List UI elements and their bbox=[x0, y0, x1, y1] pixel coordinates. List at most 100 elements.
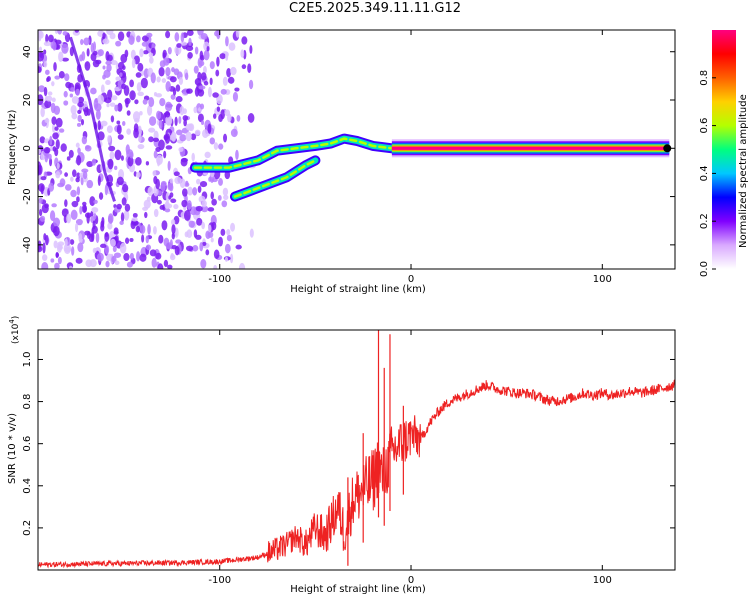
noise-blob bbox=[149, 249, 157, 257]
snr-x-axis-label: Height of straight line (km) bbox=[290, 584, 426, 595]
noise-blob bbox=[38, 183, 45, 192]
noise-blob bbox=[52, 226, 60, 237]
noise-blob bbox=[52, 132, 59, 140]
noise-blob bbox=[200, 103, 205, 110]
tone-band bbox=[391, 146, 670, 150]
noise-blob bbox=[165, 114, 173, 126]
noise-blob bbox=[213, 142, 219, 150]
noise-blob bbox=[140, 224, 146, 234]
noise-blob bbox=[55, 171, 61, 179]
noise-blob bbox=[199, 181, 208, 188]
noise-blob bbox=[90, 52, 97, 62]
heatmap-x-tick-label: 0 bbox=[408, 274, 414, 285]
noise-blob bbox=[76, 196, 80, 203]
noise-blob bbox=[110, 238, 116, 247]
noise-blob bbox=[164, 133, 171, 144]
noise-blob bbox=[131, 220, 139, 226]
noise-blob bbox=[202, 241, 207, 246]
noise-blob bbox=[144, 211, 148, 219]
noise-blob bbox=[126, 110, 131, 116]
noise-blob bbox=[74, 82, 81, 92]
noise-blob bbox=[192, 245, 199, 252]
noise-blob bbox=[91, 231, 95, 242]
noise-blob bbox=[38, 148, 42, 155]
noise-blob bbox=[195, 205, 203, 212]
noise-blob bbox=[185, 123, 193, 131]
noise-blob bbox=[196, 178, 201, 185]
noise-blob bbox=[175, 239, 182, 244]
noise-blob bbox=[89, 196, 96, 207]
heatmap-x-tick-label: 100 bbox=[593, 274, 612, 285]
noise-blob bbox=[85, 145, 90, 150]
noise-blob bbox=[51, 203, 57, 208]
noise-blob bbox=[173, 203, 179, 210]
noise-blob bbox=[42, 254, 48, 262]
noise-blob bbox=[221, 200, 228, 208]
noise-blob bbox=[129, 151, 134, 159]
noise-blob bbox=[169, 178, 174, 184]
noise-blob bbox=[51, 116, 57, 125]
noise-blob bbox=[238, 262, 246, 269]
noise-blob bbox=[145, 244, 152, 251]
noise-blob bbox=[136, 251, 141, 262]
noise-blob bbox=[47, 34, 54, 43]
noise-blob bbox=[158, 234, 164, 244]
noise-blob bbox=[69, 93, 74, 98]
noise-blob bbox=[66, 156, 71, 161]
noise-blob bbox=[171, 224, 176, 235]
noise-blob bbox=[155, 252, 162, 260]
noise-blob bbox=[223, 133, 228, 143]
noise-blob bbox=[110, 60, 118, 66]
noise-blob bbox=[104, 97, 112, 104]
noise-blob bbox=[200, 205, 209, 213]
noise-blob bbox=[49, 135, 53, 146]
noise-blob bbox=[147, 105, 153, 116]
noise-blob bbox=[64, 238, 68, 247]
noise-blob bbox=[184, 182, 190, 187]
snr-y-multiplier-exponent: 4 bbox=[8, 319, 16, 324]
noise-blob bbox=[120, 53, 128, 63]
noise-blob bbox=[92, 220, 96, 230]
noise-blob bbox=[165, 145, 173, 150]
noise-blob bbox=[122, 184, 129, 193]
noise-blob bbox=[180, 157, 188, 167]
noise-blob bbox=[173, 171, 180, 177]
heatmap-ticks: -100 0 100 -40 -20 0 20 40 bbox=[22, 30, 675, 285]
noise-blob bbox=[220, 88, 227, 95]
heatmap-content bbox=[38, 30, 672, 269]
noise-blob bbox=[186, 229, 193, 239]
noise-blob bbox=[214, 30, 221, 37]
noise-blob bbox=[137, 62, 144, 72]
noise-blob bbox=[224, 170, 231, 180]
noise-blob bbox=[163, 57, 170, 66]
noise-blob bbox=[57, 30, 63, 35]
noise-blob bbox=[213, 264, 218, 269]
noise-blob bbox=[198, 60, 205, 67]
noise-blob bbox=[219, 53, 226, 60]
noise-blob bbox=[116, 176, 124, 186]
noise-blob bbox=[38, 66, 42, 74]
noise-blob bbox=[57, 245, 63, 250]
noise-blob bbox=[143, 50, 149, 55]
noise-blob bbox=[158, 139, 165, 151]
noise-blob bbox=[179, 105, 185, 116]
noise-blob bbox=[203, 66, 207, 74]
noise-blob bbox=[77, 114, 82, 123]
heatmap-y-axis-label: Frequency (Hz) bbox=[7, 109, 18, 185]
noise-blob bbox=[210, 237, 214, 243]
noise-blob bbox=[38, 197, 43, 204]
noise-blob bbox=[56, 162, 60, 170]
noise-blob bbox=[170, 219, 176, 226]
noise-blob bbox=[192, 187, 198, 196]
noise-blob bbox=[107, 158, 114, 170]
noise-blob bbox=[176, 129, 183, 136]
noise-blob bbox=[235, 149, 239, 160]
noise-blob bbox=[133, 123, 139, 133]
noise-blob bbox=[84, 61, 91, 71]
noise-blob bbox=[102, 38, 110, 45]
noise-blob bbox=[61, 43, 69, 54]
noise-blob bbox=[155, 178, 160, 190]
noise-blob bbox=[216, 106, 221, 112]
noise-blob bbox=[137, 144, 145, 150]
noise-blob bbox=[209, 77, 213, 86]
